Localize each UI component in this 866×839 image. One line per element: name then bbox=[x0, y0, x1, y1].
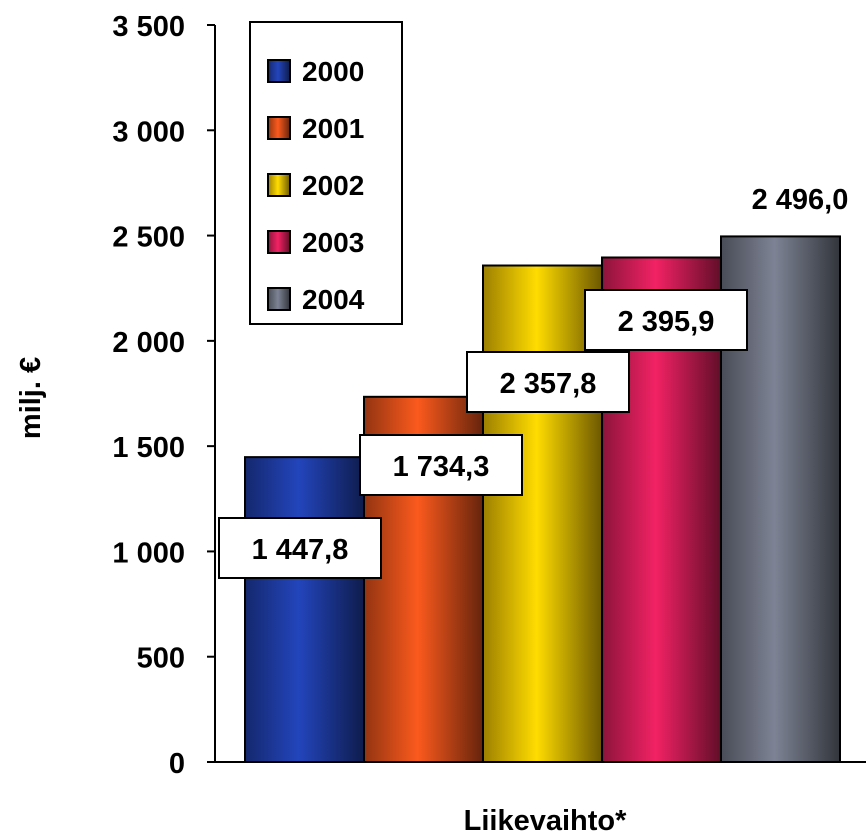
svg-text:2003: 2003 bbox=[302, 227, 364, 258]
svg-text:2002: 2002 bbox=[302, 170, 364, 201]
y-tick-label: 2 500 bbox=[112, 222, 185, 254]
svg-text:1 734,3: 1 734,3 bbox=[393, 451, 490, 483]
data-label-2003: 2 395,9 bbox=[584, 289, 748, 351]
y-tick-label: 1 500 bbox=[112, 432, 185, 464]
y-tick-label: 0 bbox=[169, 748, 185, 780]
legend-item-2003: 2003 bbox=[267, 227, 364, 258]
bar-2002 bbox=[482, 264, 603, 763]
svg-text:1 447,8: 1 447,8 bbox=[252, 534, 349, 566]
data-label-2002: 2 357,8 bbox=[466, 351, 630, 413]
y-axis-title: milj. € bbox=[15, 357, 47, 439]
svg-text:2 395,9: 2 395,9 bbox=[618, 306, 715, 338]
svg-text:2 357,8: 2 357,8 bbox=[500, 368, 597, 400]
legend-item-2000: 2000 bbox=[267, 56, 364, 87]
data-label-2001: 1 734,3 bbox=[359, 434, 523, 496]
legend-item-2001: 2001 bbox=[267, 113, 364, 144]
bar-2000 bbox=[244, 456, 365, 763]
data-label-2000: 1 447,8 bbox=[218, 517, 382, 579]
svg-text:2 496,0: 2 496,0 bbox=[752, 184, 849, 216]
y-axis: 0 500 1 000 1 500 2 000 2 500 3 000 3 500 bbox=[112, 11, 216, 780]
legend: 2000 2001 2002 2003 2004 bbox=[249, 21, 403, 325]
data-label-2004: 2 496,0 bbox=[752, 184, 849, 216]
y-tick-label: 3 000 bbox=[112, 116, 185, 148]
legend-item-2004: 2004 bbox=[267, 284, 365, 315]
y-tick-label: 3 500 bbox=[112, 11, 185, 43]
x-axis-title: Liikevaihto* bbox=[464, 805, 627, 837]
legend-item-2002: 2002 bbox=[267, 170, 364, 201]
svg-text:2001: 2001 bbox=[302, 113, 364, 144]
data-labels: 1 447,8 1 734,3 2 357,8 2 395,9 2 496,0 bbox=[218, 184, 849, 579]
svg-text:2004: 2004 bbox=[302, 284, 365, 315]
y-tick-label: 1 000 bbox=[112, 537, 185, 569]
svg-text:2000: 2000 bbox=[302, 56, 364, 87]
y-tick-label: 2 000 bbox=[112, 327, 185, 359]
y-tick-label: 500 bbox=[137, 643, 185, 675]
